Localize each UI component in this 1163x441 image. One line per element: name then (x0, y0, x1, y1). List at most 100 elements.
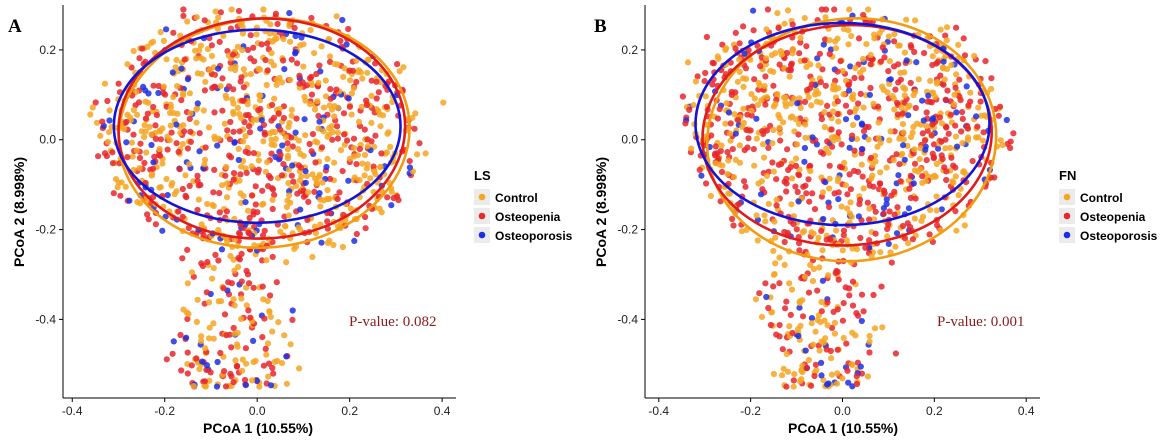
point-control (784, 7, 792, 14)
point-control (859, 55, 867, 63)
point-control (205, 124, 213, 131)
point-osteoporosis (292, 48, 299, 56)
point-osteoporosis (866, 91, 874, 98)
point-osteoporosis (825, 380, 832, 387)
point-osteoporosis (343, 41, 350, 48)
point-osteopenia (280, 57, 287, 64)
point-osteopenia (202, 144, 209, 151)
point-osteopenia (840, 227, 848, 234)
point-control (136, 165, 143, 172)
point-osteopenia (926, 231, 933, 238)
point-control (896, 42, 903, 49)
point-control (227, 252, 234, 260)
point-control (774, 90, 781, 98)
point-osteopenia (980, 129, 987, 136)
point-control (834, 370, 841, 377)
point-control (933, 47, 940, 55)
point-osteopenia (373, 95, 380, 102)
point-osteopenia (261, 315, 268, 322)
point-control (801, 273, 809, 280)
point-osteopenia (313, 70, 320, 78)
point-control (296, 177, 303, 184)
legend-dot-osteopenia-a (478, 212, 486, 220)
point-control (840, 334, 847, 342)
point-osteoporosis (809, 134, 816, 141)
point-osteopenia (1007, 144, 1014, 152)
ellipse-osteopenia-a (117, 17, 407, 240)
point-control (863, 41, 870, 48)
point-osteopenia (132, 102, 139, 109)
point-osteopenia (709, 81, 716, 88)
point-control (770, 370, 778, 378)
point-osteoporosis (922, 146, 929, 153)
point-control (753, 135, 760, 142)
point-control (341, 65, 348, 72)
point-control (356, 176, 363, 184)
point-osteopenia (339, 168, 346, 175)
point-osteoporosis (820, 215, 827, 223)
point-osteoporosis (253, 377, 261, 385)
point-control (875, 119, 882, 126)
point-control (796, 95, 803, 102)
point-osteopenia (860, 308, 867, 315)
point-control (813, 87, 820, 94)
point-osteopenia (727, 120, 734, 127)
point-osteopenia (169, 350, 176, 357)
point-control (763, 94, 771, 101)
point-osteopenia (831, 6, 838, 13)
point-control (201, 161, 208, 168)
point-osteopenia (930, 154, 938, 161)
point-control (877, 139, 884, 146)
point-control (348, 90, 355, 97)
point-control (311, 106, 319, 113)
point-osteopenia (794, 188, 801, 196)
point-osteopenia (866, 216, 873, 223)
point-osteopenia (185, 224, 192, 232)
point-osteopenia (267, 292, 274, 299)
point-osteopenia (835, 129, 842, 136)
point-osteopenia (212, 251, 219, 258)
point-osteopenia (316, 62, 323, 69)
point-osteopenia (929, 61, 936, 69)
point-osteoporosis (199, 358, 206, 365)
point-control (731, 111, 738, 118)
point-osteoporosis (316, 118, 323, 125)
point-osteopenia (250, 284, 257, 291)
point-control (725, 157, 732, 164)
point-control (317, 221, 324, 228)
point-osteopenia (184, 349, 191, 356)
point-control (784, 368, 792, 375)
point-osteoporosis (126, 197, 133, 204)
point-osteopenia (919, 173, 926, 180)
point-osteopenia (141, 159, 148, 167)
point-control (180, 122, 187, 129)
point-control (920, 213, 927, 220)
point-osteopenia (228, 280, 235, 287)
point-control (302, 132, 309, 139)
point-control (839, 375, 846, 382)
point-control (193, 318, 200, 325)
point-control (715, 55, 722, 62)
point-control (802, 134, 809, 141)
legend-label-osteopenia-b: Osteopenia (1080, 210, 1146, 224)
point-control (93, 119, 101, 126)
point-control (830, 108, 837, 115)
point-control (869, 172, 876, 179)
point-control (910, 92, 917, 99)
point-osteopenia (881, 54, 888, 61)
point-control (726, 190, 733, 197)
point-osteopenia (186, 182, 193, 189)
point-control (885, 33, 892, 40)
point-control (828, 371, 836, 378)
point-osteopenia (270, 114, 277, 121)
point-osteopenia (294, 60, 301, 67)
point-control (810, 265, 818, 273)
point-osteopenia (911, 160, 919, 167)
point-control (320, 128, 327, 135)
point-control (97, 132, 104, 139)
point-osteopenia (808, 81, 815, 88)
point-control (770, 247, 777, 254)
legend-dot-osteoporosis-a (478, 231, 486, 239)
y-tick-label-b: 0.2 (621, 43, 638, 57)
point-control (112, 176, 120, 183)
